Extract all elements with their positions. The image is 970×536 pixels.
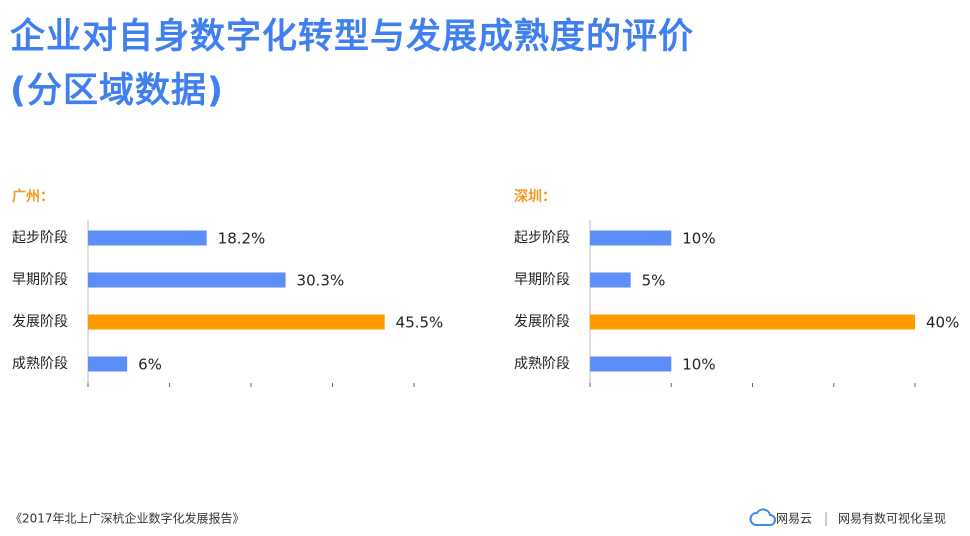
region-title: 深圳： xyxy=(514,188,556,205)
bar xyxy=(590,314,915,330)
page-title: (分区域数据) xyxy=(10,71,224,111)
value-label: 6% xyxy=(138,356,162,374)
value-label: 30.3% xyxy=(297,272,345,290)
value-label: 10% xyxy=(682,230,715,248)
brand: 网易云 xyxy=(776,512,812,526)
value-label: 45.5% xyxy=(396,314,444,332)
value-label: 5% xyxy=(642,272,666,290)
bar xyxy=(590,272,631,288)
source: 《2017年北上广深杭企业数字化发展报告》 xyxy=(10,511,245,526)
bar xyxy=(590,230,672,246)
category-label: 成熟阶段 xyxy=(12,356,68,372)
brand-logo xyxy=(749,508,776,526)
value-label: 18.2% xyxy=(218,230,266,248)
value-label: 10% xyxy=(682,356,715,374)
category-label: 成熟阶段 xyxy=(514,356,570,372)
category-label: 发展阶段 xyxy=(514,314,570,330)
bar xyxy=(88,356,128,372)
category-label: 早期阶段 xyxy=(514,272,570,288)
credit: 网易有数可视化呈现 xyxy=(838,511,946,526)
region-title: 广州： xyxy=(12,188,54,205)
category-label: 起步阶段 xyxy=(12,230,68,246)
bar xyxy=(590,356,672,372)
page-title: 企业对自身数字化转型与发展成熟度的评价 xyxy=(10,16,694,57)
value-label: 40% xyxy=(926,314,959,332)
category-label: 发展阶段 xyxy=(12,314,68,330)
bar xyxy=(88,272,286,288)
bar xyxy=(88,314,385,330)
category-label: 早期阶段 xyxy=(12,272,68,288)
category-label: 起步阶段 xyxy=(514,230,570,246)
bar xyxy=(88,230,207,246)
